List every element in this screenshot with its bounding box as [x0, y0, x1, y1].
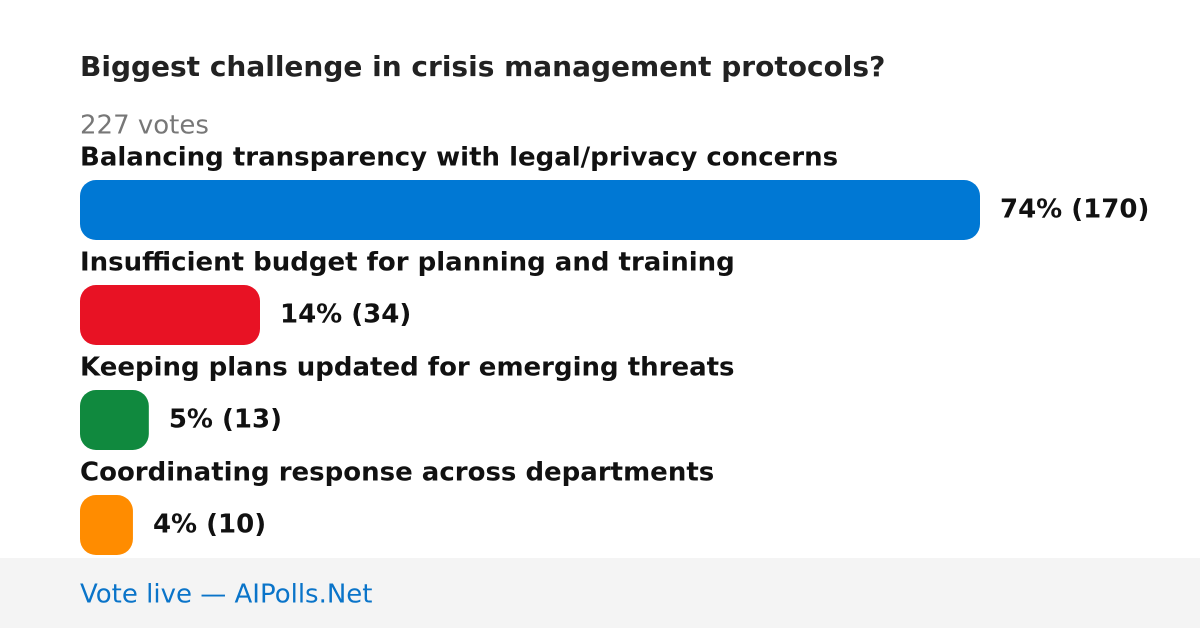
option-label: Insufficient budget for planning and tra…	[80, 248, 735, 278]
option-value: 14% (34)	[280, 300, 411, 330]
option-value: 4% (10)	[153, 510, 266, 540]
option-bar	[80, 180, 980, 240]
option-value: 74% (170)	[1000, 195, 1149, 225]
option-bar	[80, 390, 149, 450]
option-bar	[80, 495, 133, 555]
option-bar	[80, 285, 260, 345]
footer-link[interactable]: Vote live — AIPolls.Net	[80, 580, 373, 610]
poll-title: Biggest challenge in crisis management p…	[80, 50, 885, 83]
option-value: 5% (13)	[169, 405, 282, 435]
option-label: Coordinating response across departments	[80, 458, 714, 488]
option-label: Balancing transparency with legal/privac…	[80, 143, 838, 173]
vote-count: 227 votes	[80, 111, 209, 141]
footer-band	[0, 558, 1200, 628]
option-label: Keeping plans updated for emerging threa…	[80, 353, 735, 383]
